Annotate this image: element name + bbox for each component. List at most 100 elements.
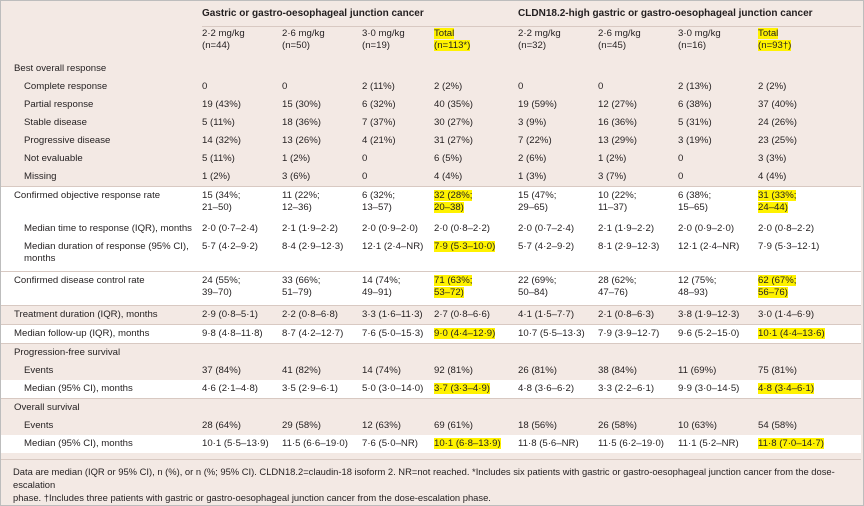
- table-cell: [678, 398, 759, 417]
- column-header: 3·0 mg/kg (n=19): [362, 26, 434, 60]
- table-cell: 5 (31%): [678, 117, 712, 128]
- column-n: (n=32): [518, 40, 547, 51]
- table-cell: 12 (27%): [598, 99, 637, 110]
- table-cell: 3 (7%): [598, 171, 627, 182]
- column-header: Total (n=93†): [758, 26, 862, 60]
- table-cell: 3 (19%): [678, 135, 712, 146]
- table-row: Events 28 (64%) 29 (58%) 12 (63%) 69 (61%) 18…: [1, 417, 861, 435]
- row-label: Treatment duration (IQR), months: [1, 305, 202, 325]
- table-cell: 26 (58%): [598, 420, 637, 431]
- table-cell: [518, 60, 598, 78]
- table-cell: [434, 343, 519, 362]
- table-cell: [598, 398, 679, 417]
- column-n: (n=93†): [758, 40, 792, 51]
- table-row: Progressive disease 14 (32%) 13 (26%) 4 (21…: [1, 132, 861, 150]
- table-cell: 33 (66%; 51–79): [282, 271, 362, 306]
- table-cell: 12·1 (2·4–NR): [678, 238, 759, 272]
- row-label: Median follow-up (IQR), months: [1, 324, 202, 344]
- table-cell: 8·7 (4·2–12·7): [282, 324, 362, 344]
- row-label: Missing: [24, 171, 57, 182]
- column-dose: 2·6 mg/kg: [598, 28, 641, 39]
- table-cell: 12 (63%): [362, 420, 401, 431]
- table-cell: 14 (74%; 49–91): [362, 271, 434, 306]
- table-row: Median time to response (IQR), months 2·0…: [1, 220, 862, 238]
- section-row: Overall survival: [1, 398, 862, 417]
- table-cell: [434, 60, 518, 78]
- table-cell: 28 (64%): [202, 420, 241, 431]
- table-cell: 2·9 (0·8–5·1): [202, 305, 282, 325]
- table-cell: 62 (67%; 56–76): [758, 271, 862, 306]
- footnote-line-1: Data are median (IQR or 95% CI), n (%), …: [13, 466, 835, 490]
- table-cell: 10·1 (6·8–13·9): [434, 435, 519, 453]
- table-cell: 26 (81%): [518, 365, 557, 376]
- table-cell: 40 (35%): [434, 99, 473, 110]
- column-header: 3·0 mg/kg (n=16): [678, 26, 759, 60]
- table-cell: 41 (82%): [282, 365, 321, 376]
- table-cell: [678, 343, 759, 362]
- table-cell: 2·0 (0·9–2·0): [678, 220, 759, 238]
- table-cell: 0: [518, 81, 524, 92]
- table-cell: 11·5 (6·2–19·0): [598, 435, 679, 453]
- table-cell: 6 (38%; 15–65): [678, 186, 759, 220]
- table-cell: 2·1 (0·8–6·3): [598, 305, 679, 325]
- table-row: Treatment duration (IQR), months 2·9 (0·8…: [1, 305, 862, 325]
- table-row: Not evaluable 5 (11%) 1 (2%) 0 6 (5%) 2 (6%) 1…: [1, 150, 861, 168]
- column-header: 2·2 mg/kg (n=44): [202, 26, 282, 60]
- table-cell: 7·9 (3·9–12·7): [598, 324, 679, 344]
- row-label: Median time to response (IQR), months: [1, 220, 202, 238]
- table-cell: 0: [282, 81, 288, 92]
- column-dose: 2·2 mg/kg: [202, 28, 245, 39]
- table-row: Missing 1 (2%) 3 (6%) 0 4 (4%) 1 (3%) 3 (7%) 0 4…: [1, 168, 861, 187]
- table-cell: 6 (38%): [678, 99, 712, 110]
- table-cell: 1 (2%): [282, 153, 311, 164]
- table-cell: 9·6 (5·2–15·0): [678, 324, 759, 344]
- table-cell: 14 (32%): [202, 135, 241, 146]
- table-cell: 9·0 (4·4–12·9): [434, 324, 519, 344]
- table-cell: 14 (74%): [362, 365, 401, 376]
- column-header: 2·2 mg/kg (n=32): [518, 26, 599, 60]
- table-cell: [518, 343, 599, 362]
- column-header-row: 2·2 mg/kg (n=44) 2·6 mg/kg (n=50) 3·0 mg/kg(…: [1, 26, 862, 60]
- table-cell: 29 (58%): [282, 420, 321, 431]
- table-cell: 3·8 (1·9–12·3): [678, 305, 759, 325]
- row-label: Events: [24, 365, 54, 376]
- table-cell: 3·3 (1·6–11·3): [362, 305, 434, 325]
- table-cell: 2 (2%): [434, 81, 463, 92]
- table-cell: 2·0 (0·8–2·2): [758, 220, 862, 238]
- table-cell: 2·0 (0·8–2·2): [434, 220, 519, 238]
- row-label: Median (95% CI), months: [1, 380, 202, 399]
- row-label: Progression-free survival: [1, 343, 202, 362]
- table-cell: 5·7 (4·2–9·2): [518, 238, 599, 272]
- table-cell: 54 (58%): [758, 420, 797, 431]
- table-cell: [518, 398, 599, 417]
- table-cell: 4·8 (3·4–6·1): [758, 380, 862, 399]
- footnote: Data are median (IQR or 95% CI), n (%), …: [13, 465, 853, 504]
- row-label: Complete response: [24, 81, 108, 92]
- table-cell: 7·9 (5·3–12·1): [758, 238, 862, 272]
- table-cell: 2 (2%): [758, 81, 787, 92]
- table-cell: 24 (26%): [758, 117, 797, 128]
- table-cell: 5 (11%): [202, 153, 235, 164]
- table-cell: 18 (56%): [518, 420, 557, 431]
- row-label: Stable disease: [24, 117, 87, 128]
- row-label: Partial response: [24, 99, 94, 110]
- table-cell: [362, 398, 434, 417]
- table-cell: 6 (32%; 13–57): [362, 186, 434, 220]
- column-n: (n=50): [282, 40, 310, 51]
- table-cell: 22 (69%; 50–84): [518, 271, 599, 306]
- table-cell: 0: [202, 81, 208, 92]
- column-header: 2·6 mg/kg (n=50): [282, 26, 362, 60]
- table-cell: 3·0 (1·4–6·9): [758, 305, 862, 325]
- column-dose: 3·0 mg/kg: [678, 28, 721, 39]
- table-cell: 12·1 (2·4–NR): [362, 238, 434, 272]
- footnote-line-2: phase. †Includes three patients with gas…: [13, 492, 491, 503]
- table-row: Confirmed disease control rate 24 (55%; 39…: [1, 271, 862, 306]
- table-cell: 3 (9%): [518, 117, 547, 128]
- table-cell: 6 (32%): [362, 99, 396, 110]
- table-row: Confirmed objective response rate 15 (34%…: [1, 186, 862, 220]
- table-cell: [434, 398, 519, 417]
- table-cell: 28 (62%; 47–76): [598, 271, 679, 306]
- table-cell: [282, 343, 362, 362]
- table-cell: 71 (63%; 53–72): [434, 271, 519, 306]
- table-cell: 10·7 (5·5–13·3): [518, 324, 599, 344]
